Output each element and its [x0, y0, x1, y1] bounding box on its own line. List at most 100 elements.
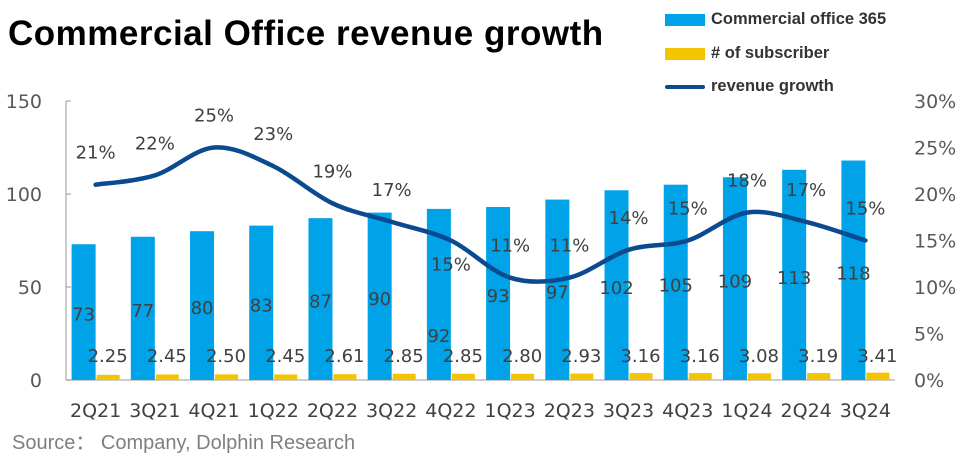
legend-swatch: [665, 84, 705, 89]
data-label-commercial-office: 97: [546, 283, 569, 304]
x-tick-label: 2Q21: [70, 400, 121, 422]
data-label-subscriber: 2.25: [88, 346, 128, 367]
left-tick-label: 150: [6, 91, 42, 113]
legend-swatch: [665, 47, 705, 60]
data-label-revenue-growth: 17%: [786, 180, 826, 201]
left-tick-label: 50: [18, 277, 42, 299]
bar-commercial-office: [249, 225, 274, 380]
right-tick-label: 15%: [914, 231, 956, 253]
x-tick-label: 3Q23: [603, 400, 654, 422]
data-label-subscriber: 2.45: [147, 346, 187, 367]
data-label-subscriber: 3.41: [857, 346, 897, 367]
x-tick-label: 4Q22: [425, 400, 476, 422]
data-label-commercial-office: 105: [659, 275, 693, 296]
data-label-revenue-growth: 21%: [76, 143, 116, 164]
data-label-revenue-growth: 15%: [431, 255, 471, 276]
bar-commercial-office: [367, 212, 392, 380]
bar-subscriber: [451, 373, 475, 380]
data-label-revenue-growth: 17%: [372, 180, 412, 201]
legend-item-commercial-office: Commercial office 365: [665, 10, 886, 29]
right-tick-label: 25%: [914, 138, 956, 160]
data-label-revenue-growth: 15%: [845, 199, 885, 220]
bar-subscriber: [688, 373, 712, 380]
x-tick-label: 1Q23: [484, 400, 535, 422]
data-label-revenue-growth: 22%: [135, 133, 175, 154]
x-tick-label: 2Q24: [781, 400, 832, 422]
bar-subscriber: [333, 374, 357, 380]
bar-commercial-office: [545, 199, 570, 380]
data-label-commercial-office: 109: [718, 272, 752, 293]
data-label-subscriber: 2.93: [561, 346, 601, 367]
legend-label: # of subscriber: [711, 44, 830, 62]
data-label-revenue-growth: 18%: [727, 171, 767, 192]
x-tick-label: 3Q24: [840, 400, 891, 422]
x-tick-label: 3Q21: [129, 400, 180, 422]
data-label-subscriber: 3.16: [680, 346, 720, 367]
bar-subscriber: [807, 373, 831, 380]
data-label-revenue-growth: 23%: [253, 124, 293, 145]
x-tick-label: 1Q24: [721, 400, 772, 422]
line-revenue-growth: [93, 145, 868, 285]
data-label-subscriber: 3.16: [620, 346, 660, 367]
chart-title: Commercial Office revenue growth: [8, 14, 604, 53]
bar-subscriber: [96, 374, 120, 380]
data-label-commercial-office: 90: [368, 289, 391, 310]
data-label-subscriber: 3.08: [739, 346, 779, 367]
x-tick-label: 3Q22: [366, 400, 417, 422]
legend-label: Commercial office 365: [711, 10, 887, 28]
left-tick-label: 100: [6, 184, 42, 206]
bar-subscriber: [155, 374, 179, 380]
bar-commercial-office: [782, 169, 807, 380]
data-label-subscriber: 2.45: [265, 346, 305, 367]
data-label-subscriber: 2.50: [206, 346, 246, 367]
bar-subscriber: [570, 373, 594, 380]
right-tick-label: 0%: [914, 370, 944, 392]
data-label-revenue-growth: 14%: [609, 208, 649, 229]
right-tick-label: 10%: [914, 277, 956, 299]
data-label-subscriber: 2.61: [324, 346, 364, 367]
legend-label: revenue growth: [711, 77, 834, 95]
data-label-subscriber: 2.85: [384, 346, 424, 367]
data-label-subscriber: 3.19: [798, 346, 838, 367]
data-label-commercial-office: 80: [191, 298, 214, 319]
bar-commercial-office: [190, 231, 215, 380]
bar-commercial-office: [308, 218, 333, 380]
bar-subscriber: [215, 374, 239, 380]
source-note: Source： Company, Dolphin Research: [12, 432, 356, 454]
data-label-revenue-growth: 11%: [549, 236, 589, 257]
bar-commercial-office: [841, 160, 866, 380]
data-label-revenue-growth: 15%: [668, 199, 708, 220]
bar-commercial-office: [663, 184, 688, 380]
right-tick-label: 20%: [914, 184, 956, 206]
data-label-commercial-office: 87: [309, 292, 332, 313]
bar-commercial-office: [486, 207, 511, 380]
right-tick-label: 5%: [914, 324, 944, 346]
legend-item-subscriber: # of subscriber: [665, 44, 829, 63]
bar-subscriber: [274, 374, 298, 380]
x-tick-label: 2Q23: [544, 400, 595, 422]
legend-swatch: [665, 13, 705, 26]
bar-commercial-office: [722, 177, 747, 380]
data-label-revenue-growth: 19%: [312, 161, 352, 182]
data-label-commercial-office: 102: [599, 278, 633, 299]
bar-subscriber: [392, 373, 416, 380]
legend-item-revenue-growth: revenue growth: [665, 77, 834, 96]
data-label-commercial-office: 118: [836, 263, 870, 284]
data-label-commercial-office: 73: [72, 304, 95, 325]
bar-commercial-office: [130, 236, 155, 380]
data-label-revenue-growth: 11%: [490, 236, 530, 257]
left-tick-label: 0: [30, 370, 42, 392]
data-label-revenue-growth: 25%: [194, 106, 234, 127]
bar-subscriber: [747, 373, 771, 380]
bar-subscriber: [866, 372, 890, 380]
data-label-commercial-office: 93: [487, 286, 510, 307]
x-tick-label: 1Q22: [248, 400, 299, 422]
data-label-subscriber: 2.85: [443, 346, 483, 367]
bar-subscriber: [629, 373, 653, 380]
data-label-commercial-office: 77: [131, 301, 154, 322]
data-label-commercial-office: 92: [427, 326, 450, 347]
bar-commercial-office: [604, 190, 629, 380]
x-tick-label: 2Q22: [307, 400, 358, 422]
